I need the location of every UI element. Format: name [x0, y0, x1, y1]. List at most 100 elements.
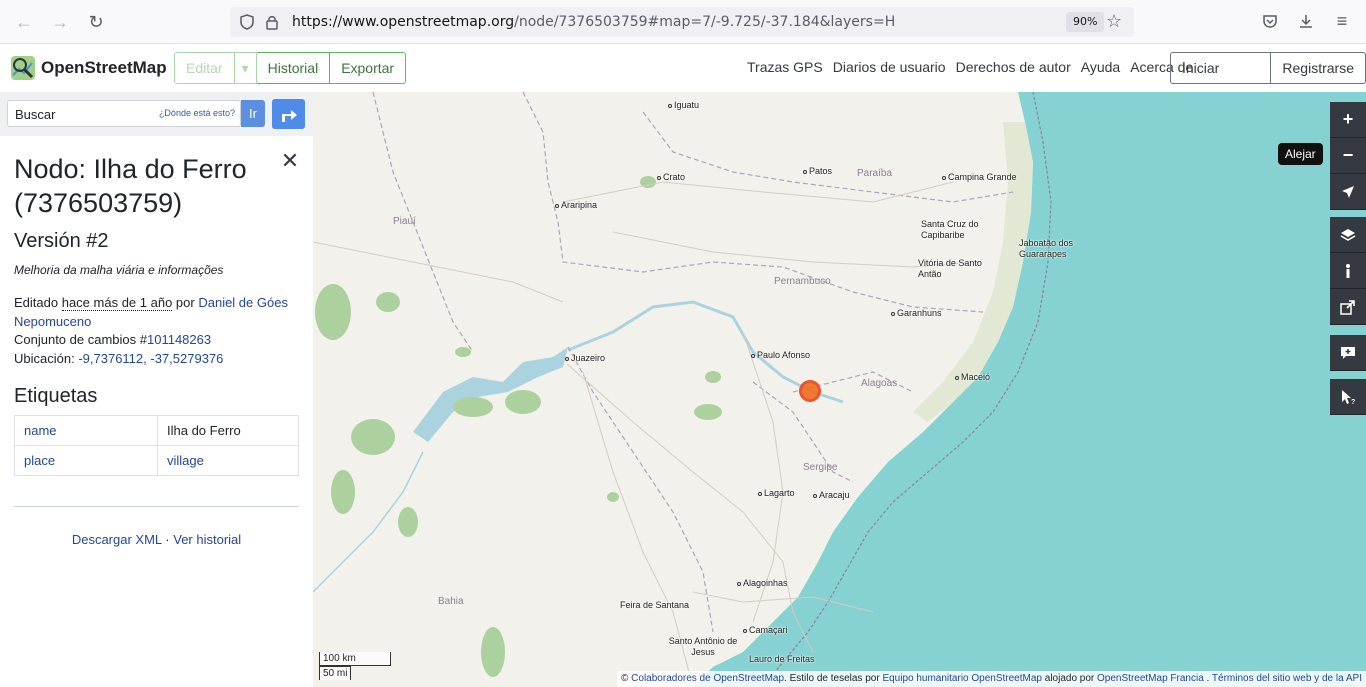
- forward-arrow-icon[interactable]: →: [48, 10, 72, 34]
- zoom-out-icon[interactable]: −: [1330, 138, 1366, 174]
- query-features-icon[interactable]: ?: [1330, 379, 1366, 415]
- hot-link[interactable]: Equipo humanitario OpenStreetMap: [882, 673, 1042, 684]
- add-note-icon[interactable]: [1330, 335, 1366, 371]
- state-label-alagoas: Alagoas: [861, 378, 897, 389]
- table-row: place village: [15, 446, 299, 476]
- link-help[interactable]: Ayuda: [1081, 59, 1120, 75]
- tag-key[interactable]: place: [15, 446, 158, 476]
- zoom-in-icon[interactable]: +: [1330, 102, 1366, 138]
- city-label-patos: Patos: [803, 166, 832, 176]
- query-tool: ?: [1330, 379, 1366, 415]
- register-button[interactable]: Registrarse: [1271, 52, 1366, 84]
- shield-icon[interactable]: [240, 14, 254, 30]
- note-tool: [1330, 335, 1366, 371]
- scale-km: 100 km: [319, 652, 391, 666]
- city-label-jaboatao: Jaboatão dos Guararapes: [1019, 238, 1099, 260]
- city-label-camacari: Camaçari: [743, 625, 788, 635]
- location-link[interactable]: -9,7376112, -37,5279376: [78, 351, 223, 366]
- city-label-feira-de-santana: Feira de Santana: [620, 600, 689, 610]
- zoom-controls: + −: [1330, 102, 1366, 210]
- export-button[interactable]: Exportar: [330, 52, 406, 84]
- map-view[interactable]: Iguatu Crato Patos Campina Grande Ararip…: [313, 92, 1366, 687]
- attribution-dot: .: [1207, 673, 1210, 684]
- download-xml-link[interactable]: Descargar XML: [72, 532, 162, 547]
- edit-dropdown-caret-icon[interactable]: ▾: [235, 52, 257, 84]
- zoom-level-badge[interactable]: 90%: [1066, 12, 1104, 32]
- edited-time: hace más de 1 año: [62, 295, 173, 311]
- layers-icon[interactable]: [1330, 217, 1366, 253]
- map-tiles: [313, 92, 1366, 687]
- address-bar[interactable]: https://www.openstreetmap.org/node/73765…: [230, 7, 1134, 37]
- directions-button[interactable]: [272, 99, 305, 129]
- link-copyright[interactable]: Derechos de autor: [956, 59, 1071, 75]
- where-is-this-link[interactable]: ¿Dónde está esto?: [159, 108, 235, 118]
- search-bar: Buscar ¿Dónde está esto? Ir: [0, 92, 313, 136]
- url-text[interactable]: https://www.openstreetmap.org/node/73765…: [292, 14, 895, 30]
- map-scale: 100 km 50 mi: [319, 652, 391, 680]
- tag-value: Ilha do Ferro: [158, 416, 299, 446]
- location-label: Ubicación:: [14, 351, 75, 366]
- search-go-button[interactable]: Ir: [241, 100, 265, 127]
- osm-france-link[interactable]: OpenStreetMap Francia: [1097, 673, 1204, 684]
- login-button[interactable]: Iniciar sesión: [1170, 52, 1271, 84]
- history-button[interactable]: Historial: [257, 52, 331, 84]
- state-label-paraiba: Paraíba: [857, 168, 892, 179]
- city-label-alagoinhas: Alagoinhas: [737, 578, 788, 588]
- city-label-campina-grande: Campina Grande: [942, 172, 1017, 182]
- node-panel: Nodo: Ilha do Ferro (7376503759) Versión…: [14, 152, 299, 476]
- tag-key[interactable]: name: [15, 416, 158, 446]
- site-header: OpenStreetMap Editar ▾ Historial Exporta…: [0, 44, 1366, 92]
- reload-icon[interactable]: ↻: [84, 10, 108, 34]
- divider: [14, 506, 299, 507]
- table-row: name Ilha do Ferro: [15, 416, 299, 446]
- zoom-out-tooltip: Alejar: [1278, 143, 1323, 165]
- node-version: Versión #2: [14, 230, 299, 253]
- bookmark-star-icon[interactable]: ☆: [1106, 11, 1122, 32]
- header-links: Trazas GPS Diarios de usuario Derechos d…: [747, 59, 1193, 75]
- link-gps-traces[interactable]: Trazas GPS: [747, 59, 823, 75]
- auth-buttons: Iniciar sesión Registrarse: [1170, 52, 1366, 84]
- osm-logo-icon: [10, 55, 36, 81]
- tags-table: name Ilha do Ferro place village: [14, 415, 299, 476]
- back-arrow-icon[interactable]: ←: [12, 10, 36, 34]
- terms-link[interactable]: Términos del sitio web y de la API: [1212, 673, 1362, 684]
- contributors-link[interactable]: Colaboradores de OpenStreetMap: [631, 673, 784, 684]
- map-attribution: © Colaboradores de OpenStreetMap. Estilo…: [617, 671, 1366, 687]
- state-label-pernambuco: Pernambuco: [774, 276, 831, 287]
- edit-button[interactable]: Editar: [174, 52, 235, 84]
- city-label-aracaju: Aracaju: [813, 490, 850, 500]
- city-label-garanhuns: Garanhuns: [891, 308, 942, 318]
- pocket-icon[interactable]: [1259, 10, 1281, 32]
- tags-heading: Etiquetas: [14, 385, 299, 408]
- link-user-diaries[interactable]: Diarios de usuario: [833, 59, 946, 75]
- hosted-text: alojado por: [1045, 673, 1094, 684]
- edited-by: por: [176, 295, 195, 310]
- download-icon[interactable]: [1295, 10, 1317, 32]
- node-metadata: Editado hace más de 1 año por Daniel de …: [14, 294, 299, 368]
- city-label-juazeiro: Juazeiro: [565, 353, 605, 363]
- lock-icon[interactable]: [266, 14, 278, 30]
- city-label-paulo-afonso: Paulo Afonso: [751, 350, 810, 360]
- map-tools: [1330, 217, 1366, 325]
- directions-icon: [279, 104, 299, 124]
- city-label-crato: Crato: [657, 172, 685, 182]
- node-location-marker[interactable]: [799, 380, 821, 402]
- search-input[interactable]: Buscar ¿Dónde está esto?: [7, 100, 241, 127]
- map-key-info-icon[interactable]: [1330, 253, 1366, 289]
- link-separator: ·: [165, 532, 169, 547]
- city-label-santo-antonio: Santo Antônio de Jesus: [668, 636, 738, 658]
- changeset-link[interactable]: 101148263: [147, 332, 211, 347]
- view-history-link[interactable]: Ver historial: [173, 532, 241, 547]
- logo-text: OpenStreetMap: [41, 58, 167, 78]
- sidebar: Buscar ¿Dónde está esto? Ir ✕ Nodo: Ilha…: [0, 92, 313, 687]
- edited-prefix: Editado: [14, 295, 58, 310]
- copyright-symbol: ©: [621, 673, 628, 684]
- site-logo[interactable]: OpenStreetMap: [10, 55, 167, 81]
- state-label-bahia: Bahia: [438, 596, 464, 607]
- city-label-araripina: Araripina: [555, 200, 597, 210]
- locate-icon[interactable]: [1330, 174, 1366, 210]
- city-label-vitoria: Vitória de Santo Antão: [918, 258, 1000, 280]
- share-icon[interactable]: [1330, 289, 1366, 325]
- tag-value-link[interactable]: village: [158, 446, 299, 476]
- hamburger-menu-icon[interactable]: ≡: [1331, 10, 1353, 32]
